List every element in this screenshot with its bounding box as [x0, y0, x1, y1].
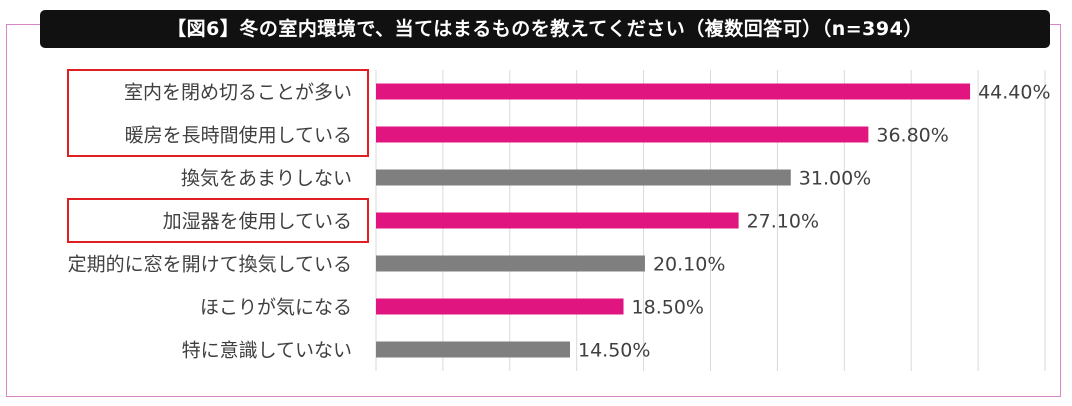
category-label: 換気をあまりしない [181, 168, 352, 190]
bar [376, 255, 645, 272]
value-label: 36.80% [876, 125, 948, 147]
bar [376, 212, 739, 229]
value-label: 18.50% [632, 297, 704, 319]
highlight-box [67, 198, 369, 243]
bar [376, 298, 624, 315]
bar [376, 126, 869, 143]
value-label: 14.50% [578, 340, 650, 362]
chart-title: 【図6】冬の室内環境で、当てはまるものを教えてください（複数回答可）（n=394… [40, 10, 1050, 48]
value-label: 44.40% [978, 82, 1050, 104]
bar [376, 341, 571, 358]
category-label: ほこりが気になる [200, 297, 352, 319]
category-label: 加湿器を使用している [163, 211, 352, 233]
value-label: 20.10% [653, 254, 725, 276]
bar [376, 169, 791, 186]
value-label: 27.10% [747, 211, 819, 233]
highlight-box [67, 69, 369, 157]
value-label: 31.00% [799, 168, 871, 190]
category-label: 特に意識していない [182, 340, 352, 362]
category-label: 室内を閉め切ることが多い [124, 82, 352, 104]
bar [376, 83, 971, 100]
category-label: 定期的に窓を開けて換気している [68, 254, 352, 276]
category-label: 暖房を長時間使用している [125, 125, 352, 147]
